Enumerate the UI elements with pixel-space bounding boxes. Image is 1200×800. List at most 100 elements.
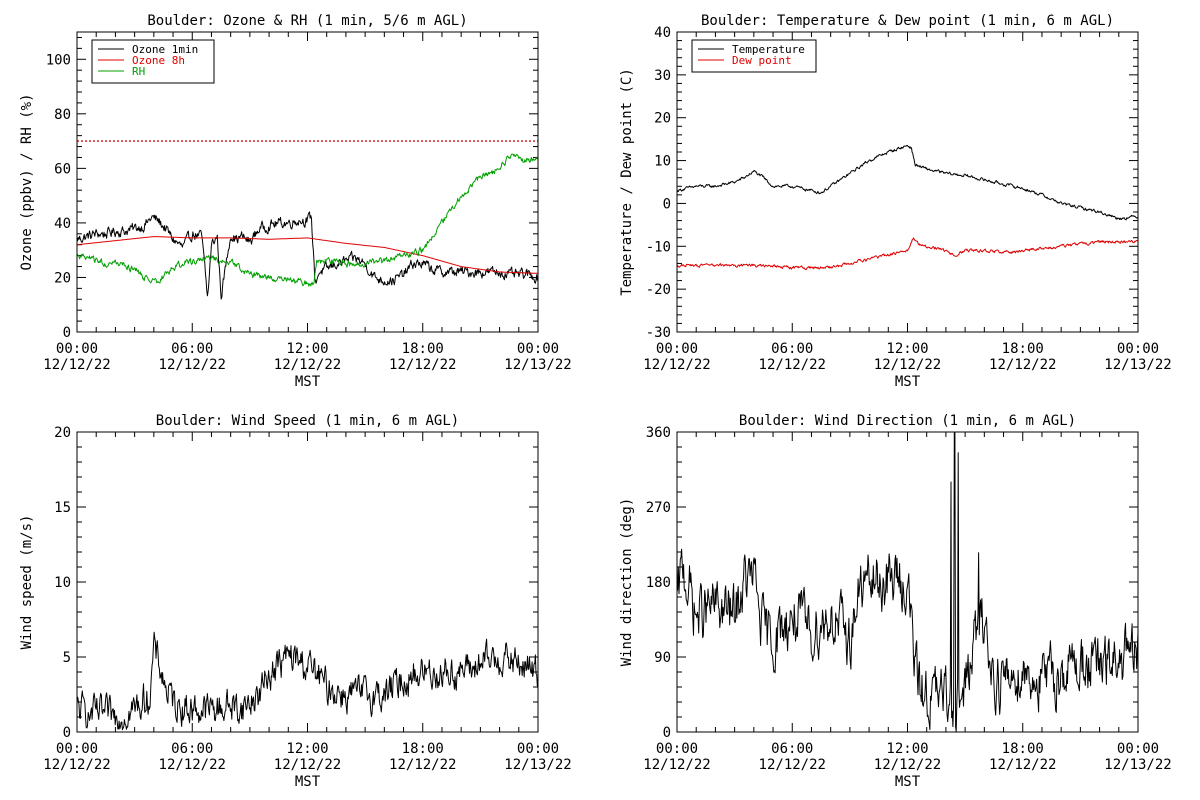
- x-tick-date: 12/12/22: [389, 757, 456, 773]
- series-line-ozone-1min: [76, 211, 539, 300]
- x-tick-time: 18:00: [402, 341, 444, 357]
- y-tick-label: 20: [54, 425, 71, 441]
- y-tick-label: 10: [654, 154, 671, 170]
- x-tick-time: 12:00: [286, 741, 328, 757]
- y-tick-label: 5: [63, 650, 71, 666]
- y-tick-label: 15: [54, 500, 71, 516]
- x-axis-label: MST: [295, 374, 321, 390]
- x-tick-date: 12/13/22: [504, 757, 571, 773]
- legend-label: RH: [132, 65, 145, 78]
- x-tick-date: 12/12/22: [274, 757, 341, 773]
- x-tick-time: 00:00: [56, 741, 98, 757]
- plot-frame: [76, 431, 539, 733]
- x-axis-label: MST: [295, 774, 321, 790]
- x-tick-date: 12/12/22: [759, 357, 826, 373]
- y-tick-label: 90: [654, 650, 671, 666]
- y-tick-label: 0: [63, 725, 71, 741]
- y-tick-label: 30: [654, 68, 671, 84]
- y-axis-label: Ozone (ppbv) / RH (%): [19, 93, 35, 270]
- x-tick-time: 00:00: [1117, 341, 1159, 357]
- y-tick-label: 80: [54, 107, 71, 123]
- x-tick-time: 12:00: [886, 341, 928, 357]
- x-tick-date: 12/12/22: [874, 757, 941, 773]
- y-tick-label: -20: [646, 282, 671, 298]
- x-tick-date: 12/12/22: [643, 757, 710, 773]
- x-tick-time: 18:00: [1002, 341, 1044, 357]
- series-line-1: [676, 431, 1139, 733]
- chart-panel-1: Boulder: Ozone & RH (1 min, 5/6 m AGL) Oz…: [19, 13, 572, 390]
- x-tick-date: 12/12/22: [159, 757, 226, 773]
- plot-frame: [676, 31, 1139, 333]
- x-tick-time: 18:00: [1002, 741, 1044, 757]
- x-tick-date: 12/12/22: [43, 357, 110, 373]
- legend-label: Ozone 8h: [132, 54, 185, 67]
- legend-label: Temperature: [732, 43, 805, 56]
- y-axis-label: Temperature / Dew point (C): [619, 68, 635, 296]
- x-tick-date: 12/12/22: [274, 357, 341, 373]
- chart-panel-3: Boulder: Wind Speed (1 min, 6 m AGL) Wind…: [19, 413, 572, 790]
- y-tick-label: 60: [54, 161, 71, 177]
- x-tick-time: 12:00: [286, 341, 328, 357]
- series-line-rh: [76, 153, 539, 287]
- series-line-1: [76, 631, 539, 731]
- x-axis-label: MST: [895, 774, 921, 790]
- y-tick-label: -10: [646, 239, 671, 255]
- y-tick-label: 40: [54, 216, 71, 232]
- legend-label: Dew point: [732, 54, 792, 67]
- y-tick-label: 0: [663, 725, 671, 741]
- x-tick-time: 00:00: [56, 341, 98, 357]
- x-tick-time: 18:00: [402, 741, 444, 757]
- y-tick-label: 20: [54, 270, 71, 286]
- x-tick-time: 06:00: [771, 341, 813, 357]
- legend-label: Ozone 1min: [132, 43, 198, 56]
- chart-title: Boulder: Ozone & RH (1 min, 5/6 m AGL): [147, 13, 467, 29]
- y-tick-label: 180: [646, 575, 671, 591]
- plot-frame: [676, 431, 1139, 733]
- y-tick-label: 40: [654, 25, 671, 41]
- plot-frame: [76, 31, 539, 333]
- x-tick-time: 12:00: [886, 741, 928, 757]
- x-tick-date: 12/13/22: [1104, 357, 1171, 373]
- y-tick-label: 10: [54, 575, 71, 591]
- x-tick-date: 12/13/22: [504, 357, 571, 373]
- x-tick-date: 12/13/22: [1104, 757, 1171, 773]
- y-tick-label: -30: [646, 325, 671, 341]
- x-tick-time: 00:00: [656, 741, 698, 757]
- y-tick-label: 100: [46, 52, 71, 68]
- x-tick-date: 12/12/22: [989, 357, 1056, 373]
- x-tick-date: 12/12/22: [159, 357, 226, 373]
- y-axis-label: Wind speed (m/s): [19, 515, 35, 650]
- x-tick-time: 06:00: [171, 741, 213, 757]
- y-tick-label: 360: [646, 425, 671, 441]
- y-tick-label: 270: [646, 500, 671, 516]
- chart-panel-4: Boulder: Wind Direction (1 min, 6 m AGL)…: [619, 413, 1172, 790]
- x-tick-date: 12/12/22: [643, 357, 710, 373]
- chart-panel-2: Boulder: Temperature & Dew point (1 min,…: [619, 13, 1172, 390]
- x-tick-time: 06:00: [171, 341, 213, 357]
- y-axis-label: Wind direction (deg): [619, 498, 635, 667]
- x-tick-time: 00:00: [1117, 741, 1159, 757]
- x-tick-date: 12/12/22: [874, 357, 941, 373]
- chart-title: Boulder: Temperature & Dew point (1 min,…: [701, 13, 1114, 29]
- legend-box: [91, 39, 215, 84]
- x-tick-time: 00:00: [656, 341, 698, 357]
- x-tick-date: 12/12/22: [389, 357, 456, 373]
- chart-title: Boulder: Wind Speed (1 min, 6 m AGL): [156, 413, 459, 429]
- series-line-dew-point: [676, 237, 1139, 271]
- legend-box: [691, 39, 817, 73]
- x-tick-time: 06:00: [771, 741, 813, 757]
- x-tick-date: 12/12/22: [759, 757, 826, 773]
- x-axis-label: MST: [895, 374, 921, 390]
- x-tick-date: 12/12/22: [43, 757, 110, 773]
- series-line-ozone-8h: [77, 236, 539, 274]
- x-tick-time: 00:00: [517, 341, 559, 357]
- y-tick-label: 20: [654, 111, 671, 127]
- chart-title: Boulder: Wind Direction (1 min, 6 m AGL): [739, 413, 1076, 429]
- y-tick-label: 0: [663, 196, 671, 212]
- series-line-temperature: [676, 145, 1139, 221]
- y-tick-label: 0: [63, 325, 71, 341]
- x-tick-time: 00:00: [517, 741, 559, 757]
